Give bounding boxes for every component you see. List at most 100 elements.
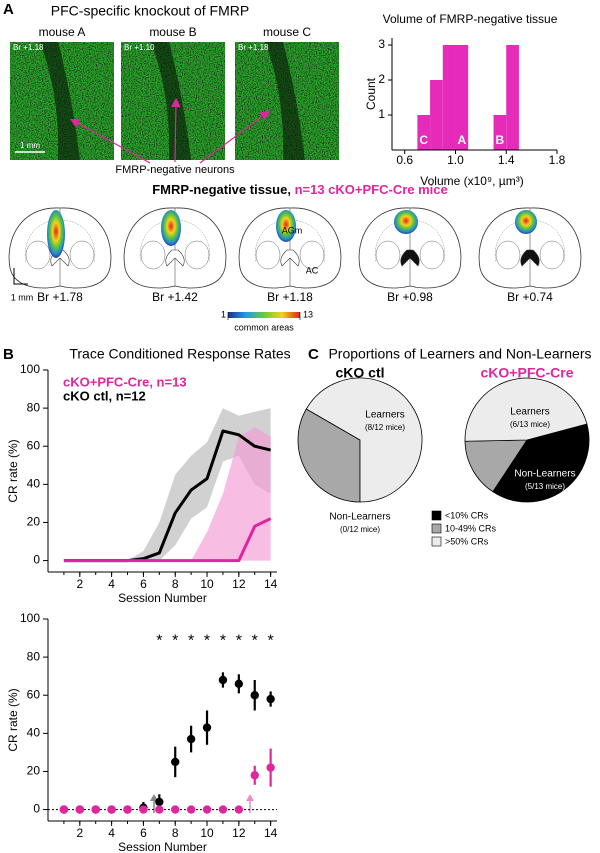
significance-marker: * (204, 632, 210, 649)
mouse-label: mouse C (263, 25, 311, 39)
data-point (266, 694, 275, 704)
atlas-title: FMRP-negative tissue, n=13 cKO+PFC-Cre m… (152, 182, 448, 197)
mouse-label: mouse A (39, 25, 86, 39)
knockout-area (276, 210, 296, 242)
chart-title: Proportions of Learners and Non-Learners (328, 346, 591, 362)
pie-slice (305, 377, 423, 503)
legend-entry: cKO ctl, n=12 (63, 388, 146, 403)
data-point (250, 771, 259, 780)
legend-entry: cKO+PFC-Cre, n=13 (63, 374, 187, 389)
pie-label: Non-Learners (514, 469, 575, 480)
data-point (91, 805, 100, 814)
section-structure (184, 240, 210, 270)
bar (417, 115, 431, 150)
pie-slice (464, 377, 588, 442)
pie-heading: cKO ctl (335, 365, 384, 381)
x-tick-label: 4 (108, 826, 115, 840)
arrow-label: FMRP-negative neurons (115, 164, 235, 176)
bar (455, 45, 469, 150)
pie-label: Non-Learners (329, 512, 390, 523)
pie-heading: cKO+PFC-Cre (481, 365, 574, 381)
x-tick-label: 1.4 (498, 153, 515, 167)
panel-letter: B (3, 346, 14, 363)
data-point (250, 691, 259, 700)
data-point (186, 805, 196, 814)
y-tick-label: 3 (378, 37, 385, 51)
data-point (155, 797, 164, 807)
pie-label: Learners (365, 410, 404, 421)
pie-slice (297, 408, 361, 503)
y-tick-label: 80 (27, 400, 41, 414)
data-point (139, 805, 148, 814)
data-point (202, 805, 212, 814)
arrow (199, 110, 270, 164)
bar-annotation: A (457, 133, 466, 147)
knockout-area (161, 210, 181, 246)
y-axis-label: Count (364, 77, 378, 110)
series-line (63, 517, 272, 563)
x-tick-label: 1.8 (549, 153, 566, 167)
bregma-label: Br +1.10 (124, 43, 155, 52)
colorbar (228, 312, 300, 318)
ventricle (165, 249, 185, 267)
y-axis-label: CR rate (%) (6, 439, 20, 502)
onset-arrow (246, 794, 254, 801)
x-tick-label: 2 (76, 577, 83, 591)
y-tick-label: 100 (20, 611, 40, 625)
x-tick-label: 12 (232, 826, 246, 840)
section-label: Br +1.18 (267, 290, 313, 304)
data-point (202, 723, 212, 732)
section-label: Br +1.42 (152, 290, 198, 304)
x-tick-label: 8 (172, 577, 179, 591)
bar (442, 45, 456, 150)
legend-swatch (431, 536, 442, 547)
y-tick-label: 0 (33, 553, 40, 567)
section-structure (255, 240, 281, 270)
pie-label-detail: (0/12 mice) (340, 525, 380, 534)
panel-letter: A (3, 1, 14, 18)
y-tick-label: 100 (20, 362, 40, 376)
bar-annotation: C (419, 133, 428, 147)
ventricle (520, 249, 540, 267)
pie-slice (464, 439, 528, 493)
legend-swatch (431, 510, 442, 521)
y-tick-label: 40 (27, 477, 41, 491)
significance-marker: * (172, 632, 178, 649)
bregma-label: Br +1.18 (13, 43, 44, 52)
x-axis-label: Session Number (118, 591, 207, 605)
ventricle (280, 249, 300, 267)
legend-entry: >50% CRs (445, 536, 489, 546)
section-structure (539, 240, 565, 270)
pie-label: Learners (510, 407, 549, 418)
arrow (69, 118, 151, 164)
x-tick-label: 4 (108, 577, 115, 591)
chart-title: Trace Conditioned Response Rates (69, 346, 290, 362)
section-structure (69, 240, 95, 270)
knockout-area (515, 210, 537, 234)
colorbar-tick-label: 13 (303, 309, 313, 319)
micrographs (10, 42, 339, 160)
arrow (171, 97, 181, 163)
pie-slice (492, 423, 590, 503)
data-point (234, 679, 244, 688)
data-point (171, 805, 180, 814)
onset-arrow (150, 794, 158, 801)
section-label: Br +1.78 (37, 290, 83, 304)
section-structure (419, 240, 445, 270)
x-tick-label: 10 (200, 826, 214, 840)
significance-marker: * (188, 632, 194, 649)
micrograph-dark (151, 42, 191, 160)
panel-a-title: PFC-specific knockout of FMRP (51, 3, 249, 19)
region-label: AGm (282, 225, 303, 235)
x-tick-label: 6 (140, 577, 147, 591)
data-point (234, 805, 244, 814)
significance-marker: * (252, 632, 258, 649)
data-point (75, 805, 85, 814)
micrograph-dark (265, 42, 305, 160)
section-structure (495, 240, 521, 270)
x-axis-label: Volume (x10⁹, µm³) (420, 174, 523, 188)
atlas-sections (8, 207, 582, 289)
pie-label-detail: (6/13 mice) (510, 420, 550, 429)
y-tick-label: 20 (27, 764, 41, 778)
data-point (59, 805, 69, 814)
